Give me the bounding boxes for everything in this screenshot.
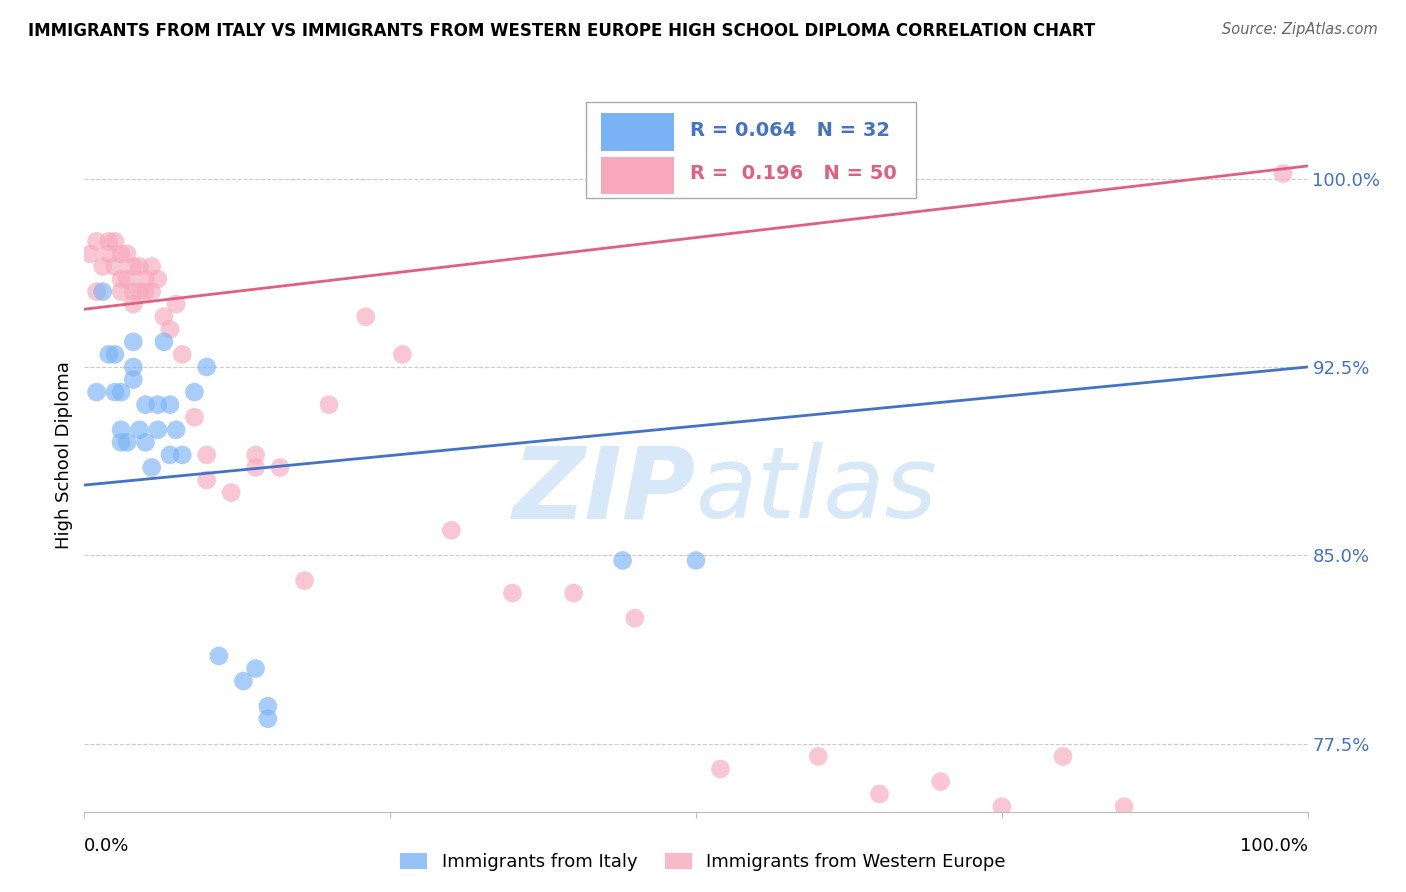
Point	[86, 385, 108, 400]
Point	[245, 460, 267, 475]
Point	[257, 699, 280, 714]
Point	[91, 260, 114, 274]
Point	[122, 372, 145, 386]
Point	[86, 285, 108, 299]
Point	[195, 473, 218, 487]
Point	[122, 297, 145, 311]
Point	[685, 553, 707, 567]
Point	[79, 247, 101, 261]
Point	[141, 460, 163, 475]
Point	[501, 586, 523, 600]
Legend: Immigrants from Italy, Immigrants from Western Europe: Immigrants from Italy, Immigrants from W…	[394, 846, 1012, 879]
Text: ZIP: ZIP	[513, 442, 696, 539]
Point	[562, 586, 585, 600]
Point	[141, 260, 163, 274]
Text: 100.0%: 100.0%	[1240, 837, 1308, 855]
Point	[195, 359, 218, 374]
FancyBboxPatch shape	[600, 157, 673, 194]
Text: R =  0.196   N = 50: R = 0.196 N = 50	[690, 164, 897, 184]
Text: IMMIGRANTS FROM ITALY VS IMMIGRANTS FROM WESTERN EUROPE HIGH SCHOOL DIPLOMA CORR: IMMIGRANTS FROM ITALY VS IMMIGRANTS FROM…	[28, 22, 1095, 40]
Point	[146, 423, 169, 437]
Point	[104, 260, 127, 274]
Point	[172, 448, 194, 462]
Point	[97, 347, 120, 361]
Point	[135, 272, 157, 286]
Point	[709, 762, 731, 776]
Y-axis label: High School Diploma: High School Diploma	[55, 361, 73, 549]
Point	[115, 272, 138, 286]
Text: atlas: atlas	[696, 442, 938, 539]
Point	[135, 398, 157, 412]
FancyBboxPatch shape	[600, 113, 673, 151]
Point	[135, 285, 157, 299]
Point	[122, 334, 145, 349]
Point	[294, 574, 316, 588]
Point	[110, 423, 132, 437]
Point	[172, 347, 194, 361]
Point	[153, 310, 176, 324]
Point	[159, 322, 181, 336]
FancyBboxPatch shape	[586, 102, 917, 198]
Point	[128, 260, 150, 274]
Point	[86, 235, 108, 249]
Point	[153, 334, 176, 349]
Point	[141, 285, 163, 299]
Point	[391, 347, 413, 361]
Point	[195, 448, 218, 462]
Point	[354, 310, 377, 324]
Point	[869, 787, 891, 801]
Point	[219, 485, 242, 500]
Point	[146, 398, 169, 412]
Point	[104, 385, 127, 400]
Point	[208, 648, 231, 663]
Point	[183, 385, 205, 400]
Point	[929, 774, 952, 789]
Point	[318, 398, 340, 412]
Point	[440, 524, 463, 538]
Point	[122, 285, 145, 299]
Point	[110, 247, 132, 261]
Point	[110, 285, 132, 299]
Point	[110, 272, 132, 286]
Point	[115, 435, 138, 450]
Point	[128, 285, 150, 299]
Point	[159, 398, 181, 412]
Point	[135, 435, 157, 450]
Point	[245, 661, 267, 675]
Point	[245, 448, 267, 462]
Point	[1114, 799, 1136, 814]
Point	[91, 285, 114, 299]
Point	[269, 460, 291, 475]
Point	[1052, 749, 1074, 764]
Point	[122, 260, 145, 274]
Text: Source: ZipAtlas.com: Source: ZipAtlas.com	[1222, 22, 1378, 37]
Point	[146, 272, 169, 286]
Point	[1272, 167, 1295, 181]
Point	[110, 385, 132, 400]
Text: 0.0%: 0.0%	[84, 837, 129, 855]
Point	[122, 359, 145, 374]
Point	[128, 423, 150, 437]
Point	[612, 553, 634, 567]
Point	[104, 347, 127, 361]
Point	[97, 247, 120, 261]
Point	[624, 611, 647, 625]
Point	[807, 749, 830, 764]
Text: R = 0.064   N = 32: R = 0.064 N = 32	[690, 121, 890, 140]
Point	[104, 235, 127, 249]
Point	[115, 247, 138, 261]
Point	[97, 235, 120, 249]
Point	[257, 712, 280, 726]
Point	[165, 297, 187, 311]
Point	[232, 674, 254, 689]
Point	[990, 799, 1012, 814]
Point	[110, 435, 132, 450]
Point	[159, 448, 181, 462]
Point	[165, 423, 187, 437]
Point	[183, 410, 205, 425]
